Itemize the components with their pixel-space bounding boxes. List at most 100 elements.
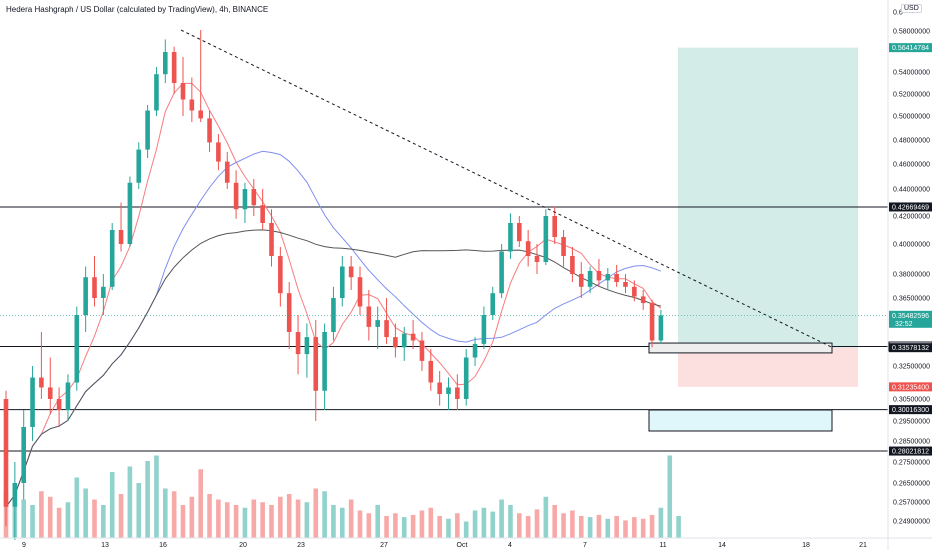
y-tick-label: 0.58000000 <box>893 29 930 36</box>
candle-body <box>65 382 71 410</box>
candle-body <box>127 182 133 244</box>
volume-bar <box>83 488 88 538</box>
candle-body <box>109 230 115 287</box>
volume-bar <box>676 516 681 538</box>
x-tick-label: 13 <box>101 542 109 549</box>
candle-body <box>313 337 319 391</box>
price-tag-label: 0.31235400 <box>892 384 929 391</box>
volume-bar <box>74 477 80 538</box>
volume-bar <box>366 513 372 538</box>
price-tag-label: 0.56414784 <box>892 45 929 52</box>
volume-bar <box>109 472 115 538</box>
candle-body <box>614 274 619 282</box>
volume-bar <box>384 516 389 538</box>
price-tag-label: 0.33578132 <box>892 345 929 352</box>
candle-body <box>30 377 35 427</box>
candle-body <box>446 387 451 395</box>
candle-body <box>375 320 380 327</box>
price-tag <box>889 43 932 53</box>
currency-badge[interactable]: USD <box>901 4 922 13</box>
x-tick-label: 7 <box>583 542 587 549</box>
candle-body <box>357 277 363 307</box>
y-tick-label: 0.26500000 <box>893 481 930 488</box>
y-tick-label: 0.24900000 <box>893 519 930 526</box>
x-tick-label: 11 <box>659 542 666 549</box>
volume-bar <box>481 507 487 538</box>
candle-body <box>481 315 487 344</box>
volume-bar <box>101 505 106 538</box>
volume-bar <box>437 516 442 538</box>
price-tag <box>889 343 932 353</box>
volume-bar <box>180 505 186 538</box>
candle-body <box>21 427 26 483</box>
candle-body <box>92 277 97 298</box>
candle-body <box>632 286 637 297</box>
candle-body <box>224 161 230 183</box>
candle-body <box>570 256 575 274</box>
x-tick-label: 27 <box>380 542 388 549</box>
candle-body <box>260 205 265 223</box>
y-tick-label: 0.48000000 <box>893 138 930 145</box>
volume-bar <box>21 499 26 538</box>
candle-body <box>517 223 522 242</box>
volume-bar <box>490 511 496 538</box>
candle-body <box>340 266 345 298</box>
candle-body <box>348 266 354 278</box>
x-tick-label: 4 <box>508 542 512 549</box>
volume-bar <box>348 499 354 538</box>
volume-bar <box>578 516 584 538</box>
volume-bar <box>92 499 97 538</box>
volume-bar <box>419 510 425 538</box>
volume-bar <box>39 491 44 538</box>
volume-bar <box>47 496 53 538</box>
y-tick-label: 0.38000000 <box>893 272 930 279</box>
volume-bar <box>154 455 159 538</box>
y-tick-label: 0.44000000 <box>893 187 930 194</box>
volume-bar <box>322 491 327 538</box>
volume-bar <box>216 499 221 538</box>
candle-body <box>145 110 150 150</box>
volume-bar <box>278 496 283 538</box>
y-tick-label: 0.27500000 <box>893 460 930 467</box>
price-tag <box>889 446 932 456</box>
candle-body <box>525 241 531 256</box>
candle-body <box>658 315 664 341</box>
volume-bar <box>30 505 35 538</box>
candle-body <box>552 216 557 237</box>
volume-bar <box>561 513 566 538</box>
candle-body <box>534 256 540 262</box>
candle-body <box>207 118 212 143</box>
volume-bar <box>552 505 557 538</box>
candle-body <box>118 230 124 244</box>
volume-bar <box>393 513 398 538</box>
price-tag-label: 0.35482596 <box>892 313 929 320</box>
ma-slow-line <box>5 229 662 508</box>
candle-body <box>74 315 80 383</box>
volume-bar <box>525 516 531 538</box>
volume-bar <box>401 517 407 538</box>
volume-bar <box>224 502 230 538</box>
candle-body <box>251 189 257 206</box>
volume-bar <box>499 499 504 538</box>
candle-body <box>623 282 628 287</box>
candle-body <box>163 52 168 75</box>
candle-body <box>56 399 62 410</box>
candle-body <box>366 306 372 327</box>
x-tick-label: 21 <box>859 542 867 549</box>
volume-bar <box>596 514 602 538</box>
volume-bar <box>65 502 71 538</box>
candle-body <box>47 387 53 399</box>
candle-body <box>295 332 301 355</box>
candle-body <box>242 189 248 210</box>
candle-body <box>216 142 221 162</box>
volume-bar <box>428 507 434 538</box>
volume-bar <box>446 518 451 538</box>
candle-body <box>39 377 44 388</box>
candle-body <box>561 237 566 256</box>
candle-body <box>233 182 239 210</box>
candle-body <box>304 337 310 355</box>
y-tick-label: 0.30500000 <box>893 397 930 404</box>
candle-body <box>269 223 274 256</box>
volume-bar <box>623 520 628 538</box>
